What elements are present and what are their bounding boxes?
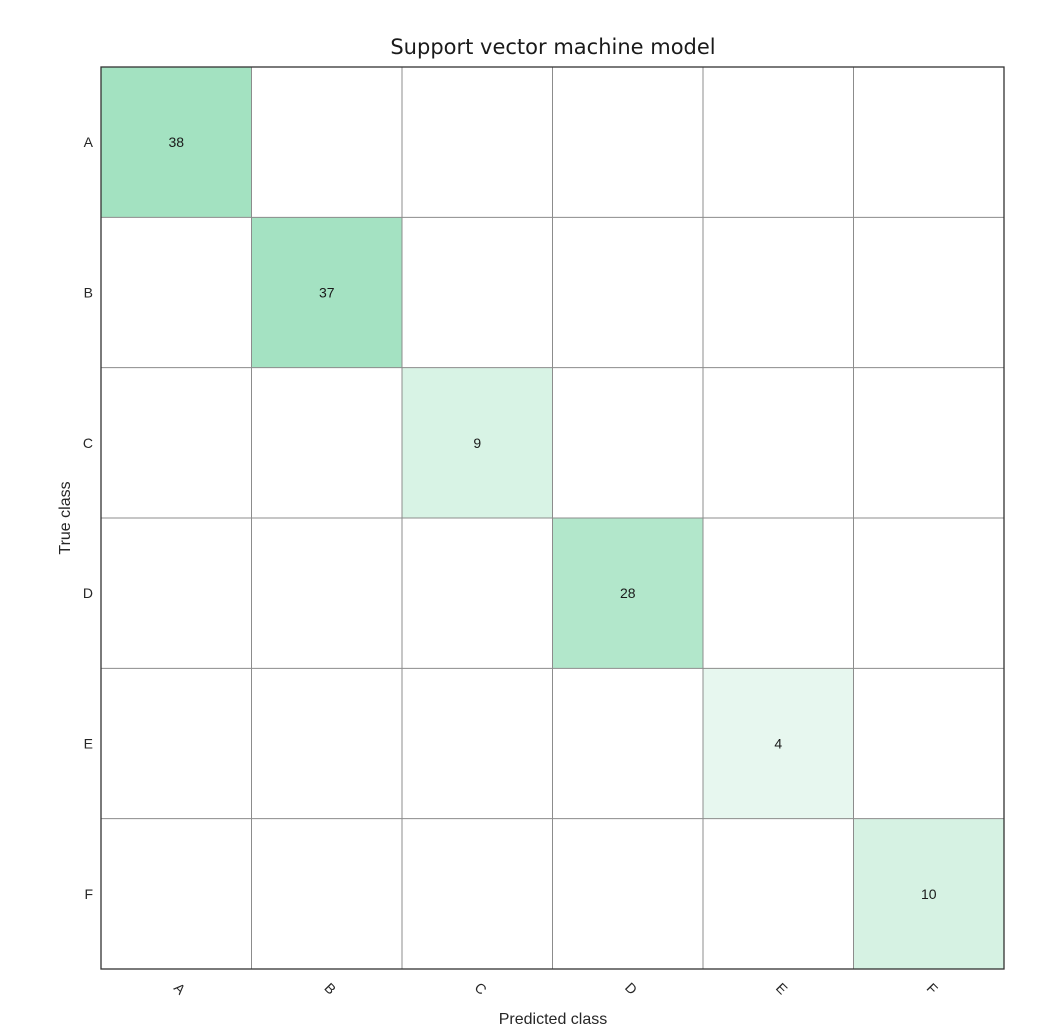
cell-value-D-D: 28 xyxy=(620,585,636,601)
y-tick-label-A: A xyxy=(84,134,94,150)
x-tick-labels: A B C D E F xyxy=(171,979,941,998)
values-layer: 38 37 9 28 4 10 xyxy=(168,134,936,902)
x-tick-label-F: F xyxy=(924,980,941,997)
cell-A-A xyxy=(101,67,252,218)
plot-frame xyxy=(100,66,1005,970)
cell-E-E xyxy=(703,668,854,819)
grid-layer xyxy=(100,66,1005,970)
cell-value-F-F: 10 xyxy=(921,886,937,902)
cell-value-E-E: 4 xyxy=(774,736,782,752)
x-axis-label: Predicted class xyxy=(499,1011,608,1028)
y-tick-label-C: C xyxy=(83,435,93,451)
x-tick-label-C: C xyxy=(472,979,490,997)
y-tick-label-E: E xyxy=(84,736,93,752)
cell-D-D xyxy=(552,518,703,669)
y-tick-label-F: F xyxy=(84,886,93,902)
cell-value-B-B: 37 xyxy=(319,285,335,301)
y-axis-label: True class xyxy=(57,481,74,554)
cell-F-F xyxy=(853,818,1004,969)
x-tick-label-D: D xyxy=(622,979,640,997)
y-tick-label-D: D xyxy=(83,585,93,601)
cell-value-A-A: 38 xyxy=(168,134,184,150)
x-tick-label-A: A xyxy=(171,980,189,998)
cell-B-B xyxy=(251,217,402,368)
x-tick-label-B: B xyxy=(321,980,339,998)
cell-C-C xyxy=(402,367,553,518)
cells-layer xyxy=(101,67,1004,969)
chart-title: Support vector machine model xyxy=(390,35,715,59)
y-tick-label-B: B xyxy=(84,285,93,301)
y-tick-labels: A B C D E F xyxy=(83,134,94,902)
cell-value-C-C: 9 xyxy=(473,435,481,451)
x-tick-label-E: E xyxy=(773,980,791,998)
